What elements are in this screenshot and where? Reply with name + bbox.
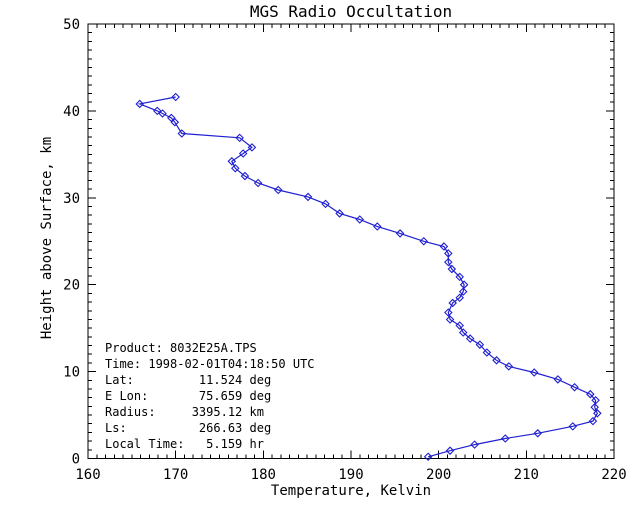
diamond-marker [465,334,475,343]
metadata-line-ls: Ls: 266.63 deg [105,421,272,435]
diamond-marker [458,287,468,296]
diamond-marker [158,109,167,118]
diamond-marker [445,315,455,324]
diamond-marker [447,264,457,274]
diamond-marker [373,222,382,231]
diamond-marker [570,382,579,392]
diamond-marker [455,321,464,330]
diamond-marker [303,192,313,202]
metadata-line-time: Time: 1998-02-01T04:18:50 UTC [105,357,315,371]
metadata-line-radius: Radius: 3395.12 km [105,405,264,419]
y-tick-label: 50 [63,17,80,33]
diamond-marker [504,362,514,371]
diamond-marker [235,133,244,143]
diamond-marker [167,113,176,123]
diamond-marker [586,389,595,399]
diamond-marker [395,229,405,238]
y-tick-label: 0 [72,452,80,468]
y-tick-label: 40 [63,104,80,120]
y-axis-title: Height above Surface, km [39,136,55,340]
y-tick-label: 20 [63,278,80,294]
observation-metadata: Product: 8032E25A.TPS Time: 1998-02-01T0… [105,340,315,452]
diamond-marker [177,129,187,138]
x-tick-label: 220 [601,467,626,483]
diamond-marker [152,106,162,116]
diamond-marker [321,199,330,209]
metadata-line-elon: E Lon: 75.659 deg [105,389,272,403]
diamond-marker [135,99,145,109]
diamond-marker [231,163,240,173]
metadata-line-localtime: Local Time: 5.159 hr [105,437,264,451]
diamond-marker [423,452,433,462]
metadata-line-product: Product: 8032E25A.TPS [105,341,257,355]
x-tick-label: 200 [426,467,451,483]
x-tick-label: 190 [338,467,363,483]
diamond-marker [593,409,602,418]
diamond-marker [492,356,501,365]
chart-title: MGS Radio Occultation [249,2,453,21]
profile-line [137,96,598,458]
x-axis-title: Temperature, Kelvin [270,483,432,499]
diamond-marker [253,178,263,188]
diamond-marker [553,375,563,384]
diamond-marker [273,185,283,195]
diamond-marker [459,280,469,289]
diamond-marker [439,242,449,251]
metadata-line-lat: Lat: 11.524 deg [105,373,272,387]
diamond-marker [444,308,453,317]
y-tick-label: 30 [63,191,80,207]
x-tick-label: 210 [514,467,539,483]
diamond-marker [455,272,464,282]
x-tick-label: 180 [251,467,276,483]
y-tick-label: 10 [63,365,80,381]
diamond-marker [335,209,344,218]
diamond-marker [590,402,599,412]
diamond-marker [588,416,598,426]
diamond-marker [568,422,578,431]
diamond-marker [355,215,365,224]
diamond-marker [455,293,464,303]
x-tick-label: 160 [75,467,100,483]
diamond-marker [444,249,453,258]
diamond-marker [444,257,453,267]
diamond-marker [501,434,510,443]
diamond-marker [591,395,600,405]
diamond-marker [227,157,237,166]
diamond-marker [470,440,479,449]
diamond-marker [240,171,250,181]
diamond-marker [170,117,180,127]
diamond-marker [171,92,180,102]
diamond-marker [419,236,429,246]
diamond-marker [482,348,492,357]
diamond-marker [247,143,257,152]
diamond-marker [475,340,485,349]
diamond-marker [529,368,539,377]
diamond-marker [445,446,455,455]
diamond-marker [533,429,543,438]
diamond-marker [238,149,248,158]
diamond-marker [458,328,468,337]
x-tick-label: 170 [163,467,188,483]
diamond-marker [448,298,457,308]
